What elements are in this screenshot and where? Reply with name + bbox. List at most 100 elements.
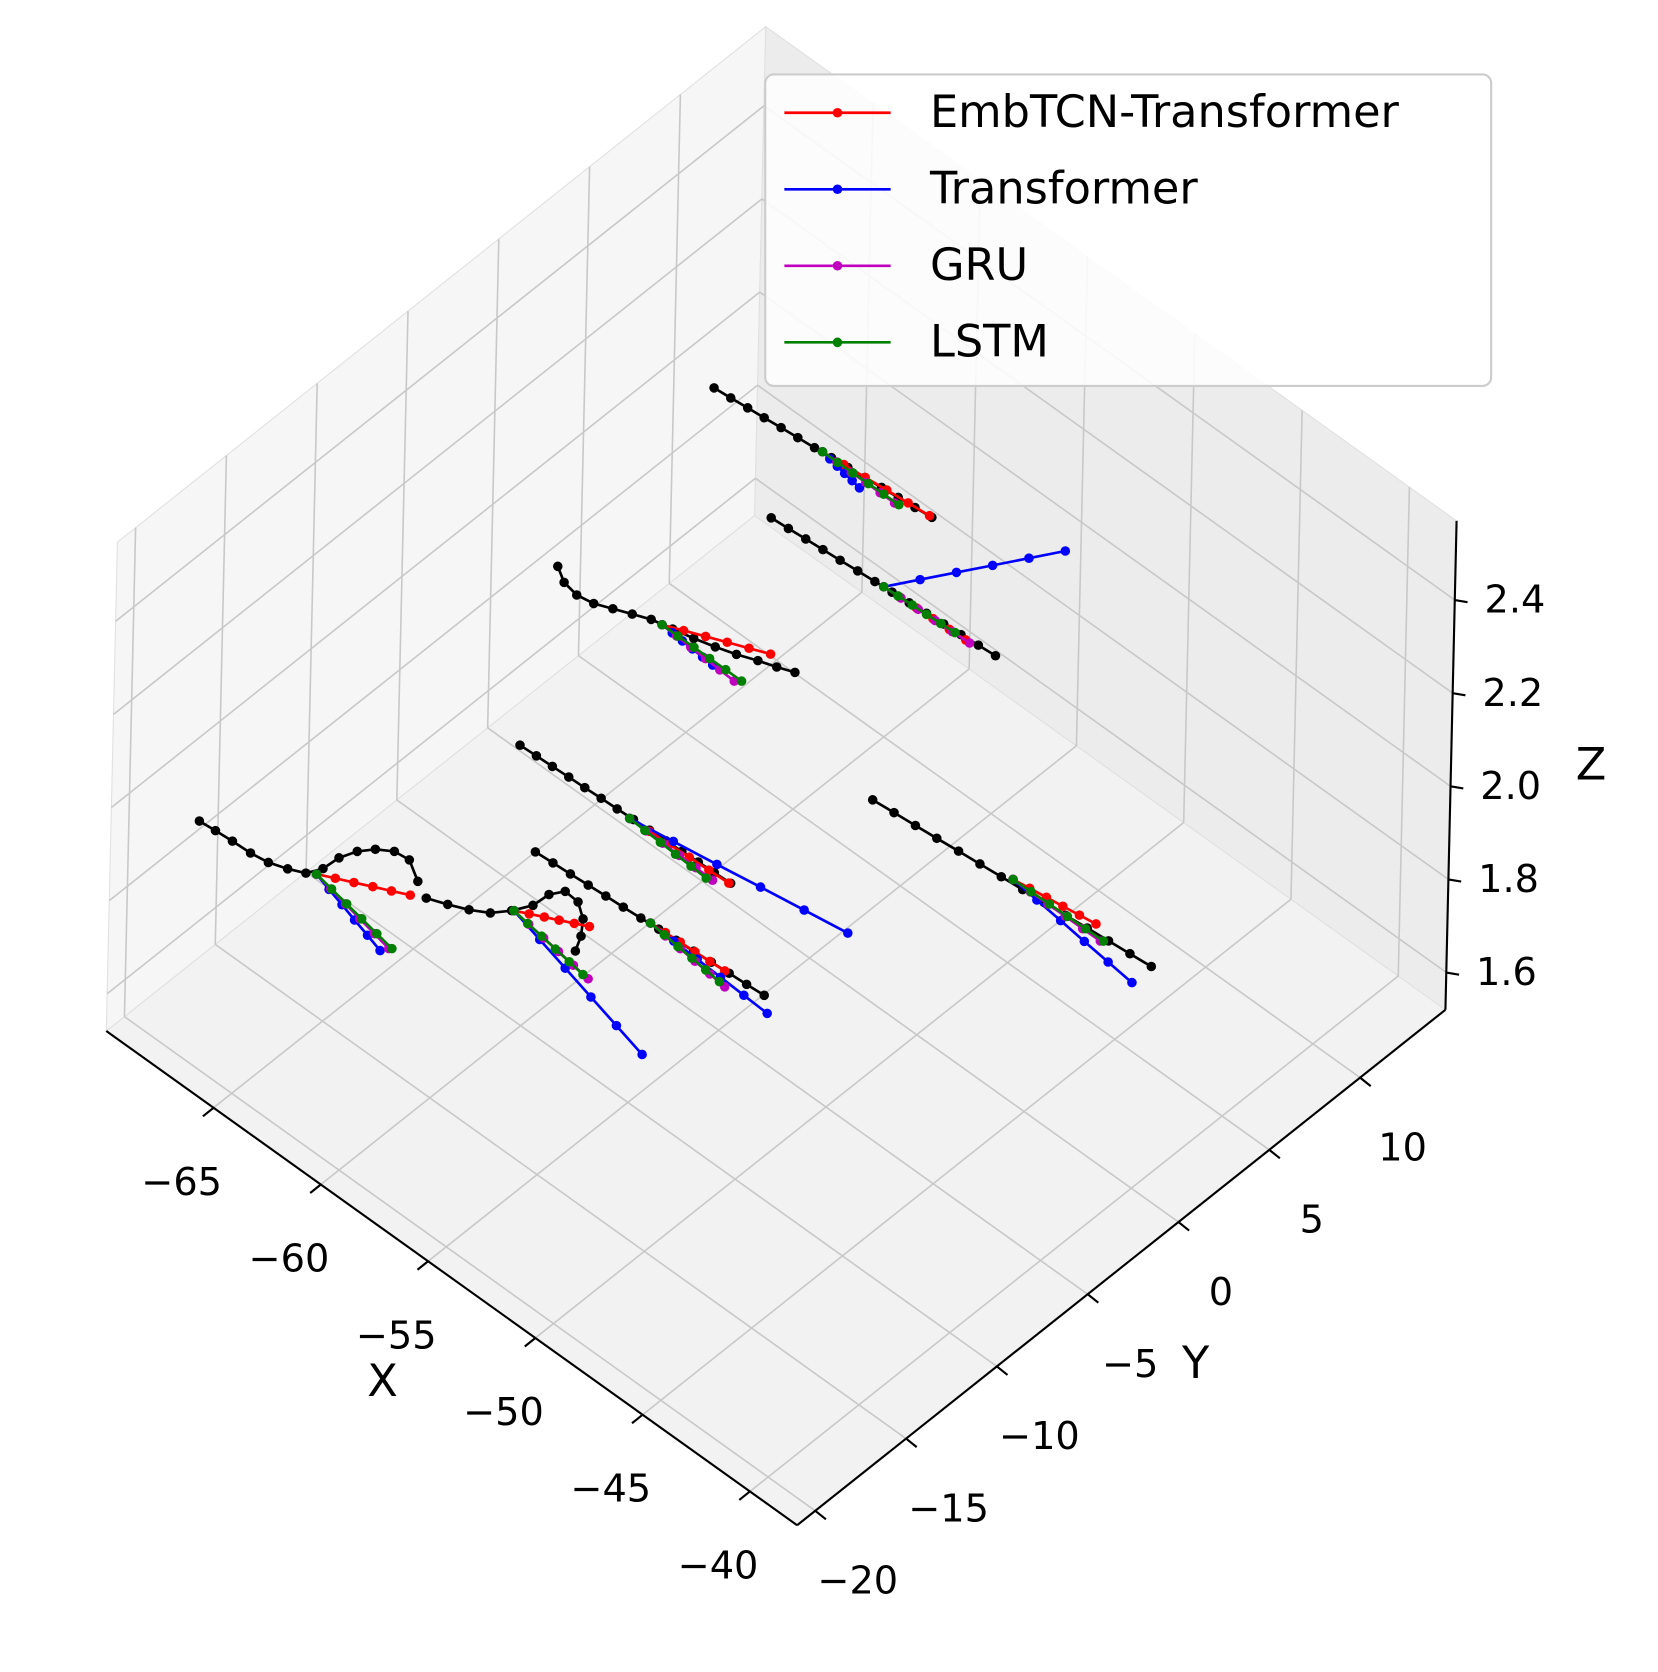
- grid-line: [110, 291, 761, 809]
- trajectory-point: [809, 442, 820, 453]
- trajectory-point: [771, 662, 782, 672]
- trajectory-point: [668, 836, 679, 847]
- trajectory-point: [722, 637, 732, 648]
- trajectory-point: [893, 591, 903, 601]
- trajectory-point: [550, 944, 561, 954]
- trajectory-point: [910, 820, 921, 831]
- trajectory-point: [847, 475, 857, 486]
- trajectory-point: [700, 965, 711, 975]
- trajectory-point: [637, 1049, 647, 1060]
- y-tick: [1177, 1221, 1190, 1232]
- trajectory-point: [389, 846, 400, 857]
- trajectory-point: [586, 992, 596, 1002]
- trajectory-point: [720, 664, 731, 675]
- legend-label: LSTM: [930, 315, 1049, 367]
- trajectory-point: [765, 649, 776, 659]
- grid-line: [754, 477, 1447, 974]
- trajectory-point: [645, 918, 656, 928]
- trajectory-point: [636, 913, 646, 923]
- trajectory-point: [564, 956, 575, 967]
- trajectory-point: [608, 603, 618, 614]
- trajectory-point: [657, 619, 667, 630]
- trajectory-point: [404, 855, 415, 865]
- trajectory-point: [1103, 957, 1113, 967]
- trajectory-point: [588, 598, 599, 609]
- trajectory-point: [485, 908, 496, 918]
- trajectory-point: [263, 857, 274, 868]
- trajectory-point: [576, 931, 586, 941]
- trajectory-point: [352, 846, 363, 857]
- trajectory-point: [387, 943, 397, 954]
- trajectory-point: [725, 393, 736, 403]
- x-tick-label: −55: [356, 1313, 437, 1358]
- trajectory-point: [889, 807, 899, 818]
- trajectory-point: [330, 873, 341, 884]
- trajectory-point: [1026, 886, 1036, 897]
- grid-line: [486, 238, 500, 728]
- y-axis-line: [796, 1008, 1447, 1527]
- trajectory-point: [573, 897, 583, 907]
- trajectory-point: [548, 858, 558, 868]
- trajectory-point: [843, 928, 853, 938]
- trajectory-point: [421, 893, 432, 903]
- trajectory-point: [1127, 977, 1137, 988]
- trajectory-point: [759, 990, 769, 1001]
- trajectory-point: [742, 403, 753, 413]
- trajectory-point: [762, 1008, 772, 1019]
- trajectory-point: [800, 534, 811, 544]
- z-tick: [1448, 878, 1462, 883]
- trajectory-point: [531, 751, 542, 761]
- trajectory-point: [544, 889, 554, 900]
- trajectory-point: [210, 825, 221, 836]
- trajectory-point: [701, 873, 711, 883]
- x-tick-label: −60: [249, 1237, 330, 1282]
- x-tick: [309, 1183, 322, 1194]
- grid-line: [396, 799, 1089, 1295]
- trajectory-point: [924, 510, 935, 521]
- trajectory-point: [554, 915, 564, 925]
- x-axis-line: [105, 1030, 798, 1527]
- trajectory-point: [334, 853, 344, 863]
- z-tick-label: 2.0: [1480, 764, 1541, 809]
- trajectory-point: [565, 869, 576, 879]
- trajectory-point: [547, 761, 558, 772]
- z-axis-line: [1444, 520, 1458, 1010]
- z-tick: [1452, 692, 1466, 697]
- trajectory-point: [1058, 901, 1068, 912]
- grid-line: [1397, 487, 1411, 977]
- trajectory-point: [583, 880, 594, 890]
- legend-marker: [832, 107, 843, 118]
- z-tick-label: 2.2: [1482, 671, 1543, 716]
- trajectory-point: [687, 953, 697, 963]
- trajectory-point: [530, 847, 541, 857]
- trajectory-point: [601, 891, 611, 901]
- trajectory-point: [326, 884, 337, 894]
- grid-line: [108, 384, 759, 902]
- legend-label: EmbTCN-Transformer: [930, 86, 1400, 138]
- trajectory-point: [413, 876, 423, 887]
- trajectory-line: [629, 817, 849, 935]
- x-tick-label: −40: [678, 1543, 759, 1588]
- trajectory-point: [793, 432, 803, 443]
- trajectory-point: [1062, 911, 1073, 922]
- z-tick-label: 1.8: [1478, 857, 1539, 902]
- trajectory-point: [950, 627, 960, 638]
- y-axis-label: Y: [1181, 1337, 1210, 1389]
- grid-line: [749, 975, 1399, 1493]
- trajectory-point: [709, 383, 719, 393]
- trajectory-point: [700, 631, 711, 642]
- trajectory-point: [878, 489, 889, 499]
- trajectory-point: [670, 849, 681, 860]
- grid-line: [106, 477, 756, 995]
- grid-line: [113, 198, 763, 716]
- trajectory-point: [739, 990, 749, 1001]
- grid-line: [123, 1015, 816, 1512]
- trajectory-point: [704, 865, 714, 875]
- trajectory-point: [612, 804, 622, 814]
- trajectory-point: [227, 836, 238, 846]
- trajectory-point: [570, 946, 581, 956]
- z-axis-label: Z: [1576, 738, 1607, 790]
- y-tick: [1268, 1148, 1281, 1160]
- trajectory-point: [935, 618, 946, 629]
- trajectory-point: [528, 900, 538, 911]
